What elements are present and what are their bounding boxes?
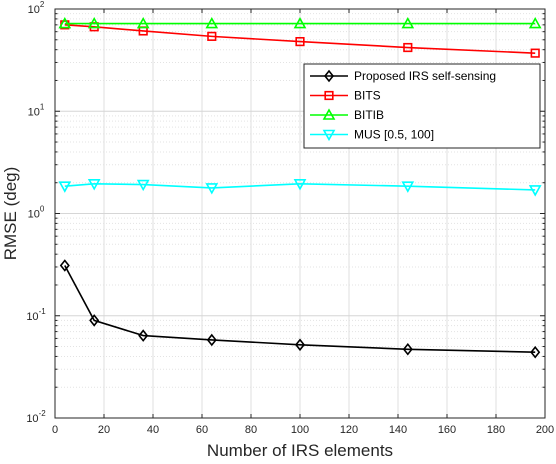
- data-point: [205, 183, 219, 195]
- x-tick-label: 40: [147, 424, 159, 436]
- data-point: [403, 42, 413, 53]
- data-point: [401, 181, 415, 193]
- data-point: [87, 179, 101, 191]
- series-2: [58, 16, 542, 29]
- data-point: [205, 16, 219, 29]
- y-tick-label: 101: [28, 102, 45, 118]
- legend-item: BITS: [310, 89, 381, 103]
- y-axis-label: RMSE (deg): [1, 167, 20, 261]
- legend-item: MUS [0.5, 100]: [310, 128, 434, 142]
- legend-marker: [323, 69, 335, 83]
- data-point: [295, 36, 305, 47]
- legend-label: BITIB: [354, 108, 384, 122]
- data-point: [58, 16, 72, 29]
- y-tick-label: 10-2: [26, 409, 46, 425]
- legend-label: Proposed IRS self-sensing: [354, 69, 496, 83]
- data-point: [530, 345, 541, 359]
- data-point: [136, 179, 150, 192]
- data-point: [293, 16, 307, 29]
- x-tick-label: 120: [340, 424, 358, 436]
- legend: Proposed IRS self-sensing BITS BITIB MUS [0…: [303, 63, 541, 149]
- data-point: [207, 31, 217, 41]
- legend-item: Proposed IRS self-sensing: [310, 69, 496, 83]
- legend-label: MUS [0.5, 100]: [354, 128, 434, 142]
- x-tick-label: 160: [438, 424, 456, 436]
- legend-label: BITS: [354, 89, 381, 103]
- y-tick-label: 102: [28, 0, 45, 16]
- legend-marker: [322, 108, 336, 120]
- data-point: [528, 185, 542, 197]
- data-point: [530, 48, 540, 58]
- x-tick-label: 140: [389, 424, 407, 436]
- legend-marker: [324, 90, 334, 101]
- series-line: [64, 265, 536, 354]
- data-point: [293, 179, 307, 191]
- y-tick-label: 10-1: [26, 307, 46, 323]
- data-point: [528, 16, 542, 29]
- series-lines: [58, 16, 542, 359]
- y-tick-label: 100: [28, 205, 45, 221]
- x-tick-label: 0: [52, 424, 58, 436]
- legend-item: BITIB: [310, 108, 384, 122]
- data-point: [58, 181, 72, 193]
- axis-ticks: 0 20 40 60 80 100 120 140 160 180 200 10-2 10-1 100 10…: [26, 0, 554, 436]
- series-line: [64, 24, 536, 54]
- x-tick-label: 20: [98, 424, 110, 436]
- x-axis-label: Number of IRS elements: [207, 441, 393, 460]
- data-point: [59, 259, 70, 272]
- series-0: [59, 259, 541, 359]
- data-point: [87, 16, 101, 29]
- x-tick-label: 80: [245, 424, 257, 436]
- x-tick-label: 100: [291, 424, 309, 436]
- x-tick-label: 60: [196, 424, 208, 436]
- data-point: [136, 16, 150, 29]
- series-line: [64, 183, 536, 191]
- data-point: [89, 314, 100, 327]
- data-point: [401, 16, 415, 29]
- x-tick-label: 200: [536, 424, 554, 436]
- data-point: [402, 342, 413, 356]
- series-3: [58, 179, 542, 197]
- legend-marker: [322, 129, 336, 142]
- data-point: [206, 333, 217, 347]
- data-point: [138, 329, 149, 342]
- x-tick-label: 180: [487, 424, 505, 436]
- data-point: [294, 338, 306, 352]
